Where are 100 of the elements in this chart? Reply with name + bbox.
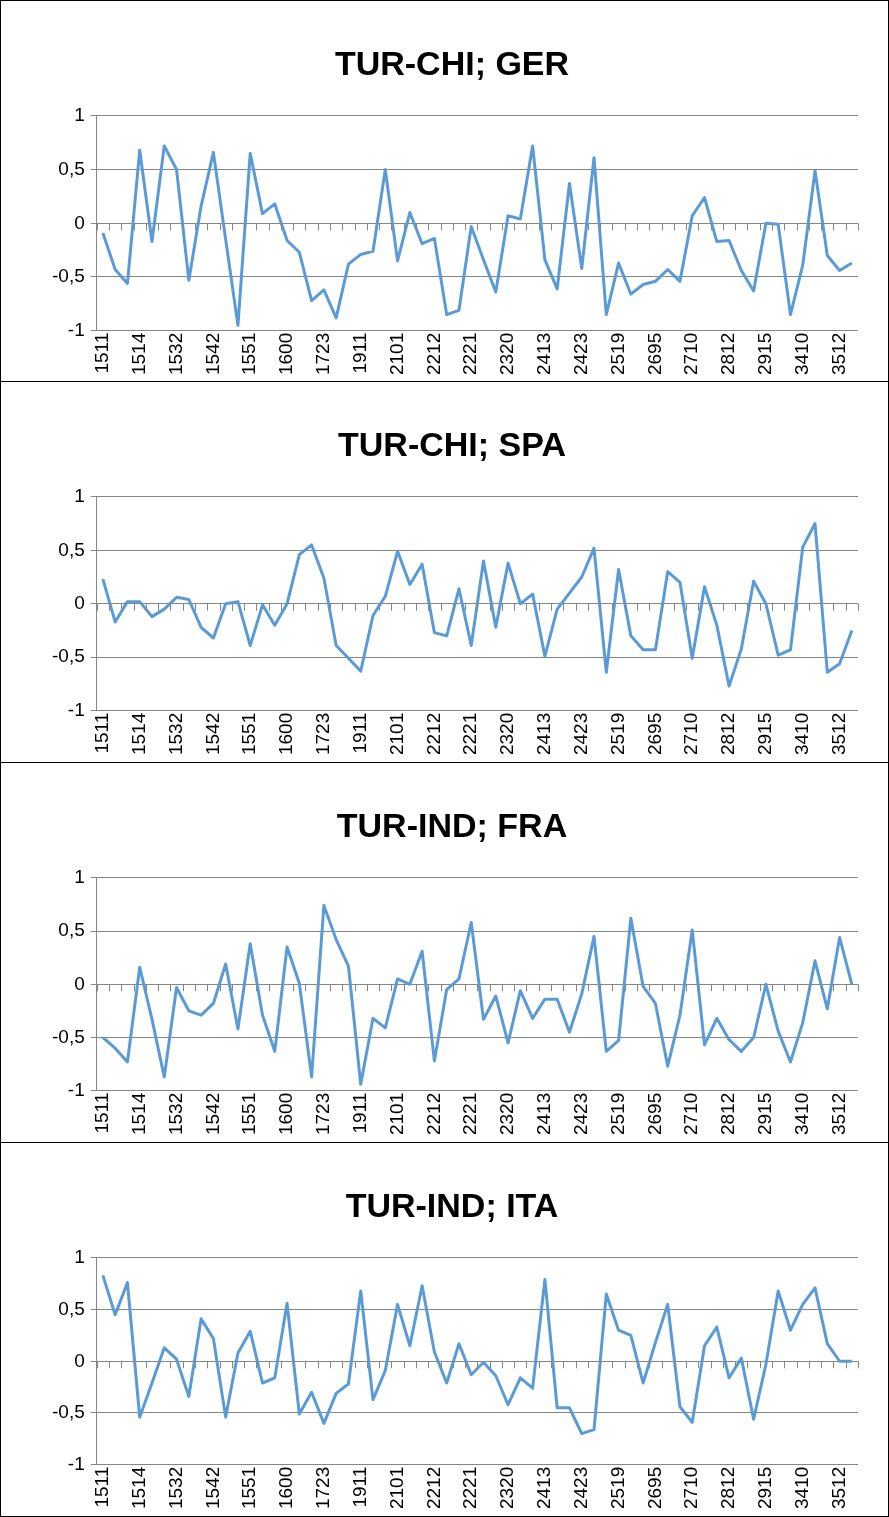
x-tick-label: 1511 — [91, 1466, 113, 1508]
x-tick-label: 2221 — [459, 712, 481, 756]
x-tick-label: 2423 — [569, 1092, 591, 1136]
x-tick-label: 2413 — [533, 712, 555, 756]
x-tick-label: 2101 — [385, 1092, 407, 1136]
x-tick-label: 1551 — [238, 1466, 260, 1510]
x-tick-label: 2101 — [385, 712, 407, 756]
x-tick-label: 1723 — [312, 1092, 334, 1136]
y-tick-label: -0,5 — [51, 1025, 85, 1047]
x-tick-label: 2519 — [606, 1466, 628, 1510]
x-tick-label: 1911 — [348, 1092, 370, 1134]
x-tick-label: 1514 — [127, 1466, 149, 1510]
x-tick-label: 1600 — [275, 1466, 297, 1510]
y-tick-label: 0 — [74, 1349, 85, 1371]
x-tick-label: 2915 — [754, 712, 776, 756]
x-tick-label: 3512 — [827, 332, 849, 376]
x-tick-label: 2212 — [422, 712, 444, 756]
y-tick-label: 0,5 — [58, 1297, 85, 1319]
x-tick-label: 1911 — [348, 712, 370, 754]
y-tick-label: 0 — [74, 211, 85, 233]
x-tick-label: 1600 — [275, 1092, 297, 1136]
x-tick-label: 2101 — [385, 1466, 407, 1510]
x-tick-label: 1911 — [348, 1466, 370, 1508]
x-tick-label: 2212 — [422, 1466, 444, 1510]
x-tick-label: 1551 — [238, 1092, 260, 1136]
x-tick-label: 3410 — [790, 712, 812, 756]
x-tick-label: 2812 — [717, 332, 739, 376]
y-tick-label: -1 — [67, 1452, 85, 1474]
y-tick-label: -1 — [67, 1078, 85, 1100]
x-tick-label: 2695 — [643, 1466, 665, 1510]
x-tick-label: 2915 — [754, 1092, 776, 1136]
y-tick-label: 0,5 — [58, 538, 85, 560]
chart-title: TUR-IND; FRA — [336, 805, 568, 844]
x-tick-label: 2710 — [680, 1092, 702, 1136]
x-tick-label: 2320 — [496, 712, 518, 756]
x-tick-label: 1532 — [164, 712, 186, 756]
x-tick-label: 1514 — [127, 332, 149, 376]
x-tick-label: 2423 — [569, 332, 591, 376]
x-tick-label: 2320 — [496, 1466, 518, 1510]
x-tick-label: 2221 — [459, 1092, 481, 1136]
x-tick-label: 1911 — [348, 332, 370, 374]
y-tick-label: -1 — [67, 318, 85, 340]
x-tick-label: 1723 — [312, 332, 334, 376]
x-tick-label: 2212 — [422, 332, 444, 376]
x-tick-label: 2413 — [533, 332, 555, 376]
x-tick-label: 1542 — [201, 1466, 223, 1510]
x-tick-label: 1542 — [201, 712, 223, 756]
x-tick-label: 2320 — [496, 332, 518, 376]
x-tick-label: 3512 — [827, 1092, 849, 1136]
x-tick-label: 1600 — [275, 332, 297, 376]
x-tick-label: 2812 — [717, 1092, 739, 1136]
x-tick-label: 2423 — [569, 712, 591, 756]
y-tick-label: 1 — [74, 1246, 85, 1268]
x-tick-label: 2423 — [569, 1466, 591, 1510]
x-tick-label: 2812 — [717, 712, 739, 756]
x-tick-label: 1532 — [164, 1466, 186, 1510]
x-tick-label: 2519 — [606, 332, 628, 376]
x-tick-label: 1600 — [275, 712, 297, 756]
x-tick-label: 2413 — [533, 1466, 555, 1510]
y-tick-label: 0,5 — [58, 157, 85, 179]
x-tick-label: 2212 — [422, 1092, 444, 1136]
x-tick-label: 2320 — [496, 1092, 518, 1136]
y-tick-label: -0,5 — [51, 645, 85, 667]
x-tick-label: 1551 — [238, 712, 260, 756]
x-tick-label: 1514 — [127, 1092, 149, 1136]
x-tick-label: 2101 — [385, 332, 407, 376]
y-tick-label: 1 — [74, 485, 85, 507]
x-tick-label: 2915 — [754, 332, 776, 376]
x-tick-label: 1532 — [164, 1092, 186, 1136]
x-tick-label: 2519 — [606, 712, 628, 756]
x-tick-label: 2413 — [533, 1092, 555, 1136]
x-tick-label: 1511 — [91, 332, 113, 374]
y-tick-label: -0,5 — [51, 265, 85, 287]
x-tick-label: 3410 — [790, 332, 812, 376]
x-tick-label: 1542 — [201, 332, 223, 376]
x-tick-label: 1511 — [91, 712, 113, 754]
y-tick-label: 1 — [74, 866, 85, 888]
x-tick-label: 3410 — [790, 1092, 812, 1136]
y-tick-label: 1 — [74, 104, 85, 126]
x-tick-label: 3410 — [790, 1466, 812, 1510]
x-tick-label: 1551 — [238, 332, 260, 376]
chart-title: TUR-CHI; SPA — [338, 424, 566, 463]
x-tick-label: 2710 — [680, 1466, 702, 1510]
x-tick-label: 2710 — [680, 712, 702, 756]
x-tick-label: 1514 — [127, 712, 149, 756]
y-tick-label: -1 — [67, 698, 85, 720]
y-tick-label: -0,5 — [51, 1401, 85, 1423]
x-tick-label: 2695 — [643, 712, 665, 756]
x-tick-label: 1542 — [201, 1092, 223, 1136]
y-tick-label: 0,5 — [58, 919, 85, 941]
x-tick-label: 2695 — [643, 1092, 665, 1136]
chart-title: TUR-CHI; GER — [334, 43, 570, 82]
x-tick-label: 2710 — [680, 332, 702, 376]
y-tick-label: 0 — [74, 592, 85, 613]
x-tick-label: 1511 — [91, 1092, 113, 1134]
y-tick-label: 0 — [74, 972, 85, 994]
x-tick-label: 2221 — [459, 332, 481, 376]
x-tick-label: 2915 — [754, 1466, 776, 1510]
x-tick-label: 2812 — [717, 1466, 739, 1510]
chart-title: TUR-IND; ITA — [345, 1185, 559, 1224]
